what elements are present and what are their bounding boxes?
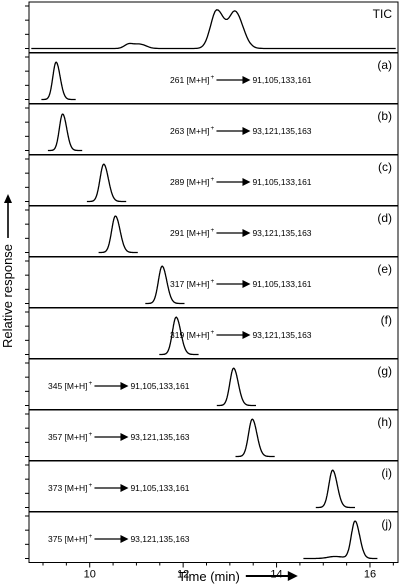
product-ions-label: 91,105,133,161 bbox=[130, 381, 189, 391]
arrow-icon bbox=[242, 178, 251, 186]
x-tick-label: 12 bbox=[177, 569, 189, 581]
precursor-label: 291 [M+H] bbox=[170, 228, 209, 238]
panel: (c) 289 [M+H] +91,105,133,161 bbox=[25, 154, 399, 206]
panel: (e) 317 [M+H] +91,105,133,161 bbox=[25, 256, 399, 308]
product-ions-label: 93,121,135,163 bbox=[252, 228, 311, 238]
transition-annotation: 289 [M+H] +91,105,133,161 bbox=[170, 176, 312, 187]
charge-label: + bbox=[210, 125, 214, 132]
charge-label: + bbox=[88, 431, 92, 438]
panel-tag: (g) bbox=[377, 364, 392, 378]
arrow-icon bbox=[120, 535, 129, 543]
chromatogram-trace bbox=[216, 367, 256, 407]
chromatogram-trace bbox=[98, 215, 138, 254]
panel-tag: (a) bbox=[377, 58, 392, 72]
product-ions-label: 93,121,135,163 bbox=[252, 330, 311, 340]
chromatogram-trace bbox=[31, 9, 396, 50]
arrow-icon bbox=[242, 331, 251, 339]
panel: TIC bbox=[25, 1, 399, 53]
panel: (d) 291 [M+H] +93,121,135,163 bbox=[25, 205, 399, 257]
chromatogram-trace bbox=[159, 316, 199, 356]
y-arrow-icon bbox=[4, 193, 12, 203]
arrow-icon bbox=[120, 382, 129, 390]
product-ions-label: 91,105,133,161 bbox=[130, 483, 189, 493]
transition-annotation: 357 [M+H] +93,121,135,163 bbox=[48, 431, 190, 442]
charge-label: + bbox=[210, 329, 214, 336]
panel-tag: TIC bbox=[373, 7, 393, 21]
transition-annotation: 263 [M+H] +93,121,135,163 bbox=[170, 125, 312, 136]
arrow-icon bbox=[242, 76, 251, 84]
transition-annotation: 373 [M+H] +91,105,133,161 bbox=[48, 482, 190, 493]
panel: (h) 357 [M+H] +93,121,135,163 bbox=[25, 409, 399, 461]
precursor-label: 375 [M+H] bbox=[48, 534, 87, 544]
arrow-icon bbox=[242, 229, 251, 237]
precursor-label: 357 [M+H] bbox=[48, 432, 87, 442]
chromatogram-panels: TIC(a)261 [M+H] +91,105,133,161(b)263 [M+… bbox=[25, 1, 399, 563]
chromatogram-trace bbox=[315, 469, 355, 509]
chromatogram-trace bbox=[41, 61, 76, 101]
transition-annotation: 317 [M+H] +91,105,133,161 bbox=[170, 278, 312, 289]
panel-tag: (i) bbox=[381, 466, 392, 480]
charge-label: + bbox=[88, 380, 92, 387]
product-ions-label: 91,105,133,161 bbox=[252, 177, 311, 187]
panel-frame bbox=[28, 1, 399, 53]
x-axis-label-group: Time (min) bbox=[178, 569, 298, 584]
panel: (a) 261 [M+H] +91,105,133,161 bbox=[25, 52, 399, 104]
arrow-icon bbox=[120, 433, 129, 441]
y-axis: Relative response bbox=[0, 193, 15, 348]
panel: (j) 375 [M+H] +93,121,135,163 bbox=[25, 511, 399, 563]
charge-label: + bbox=[210, 74, 214, 81]
chromatogram-trace bbox=[303, 520, 378, 560]
precursor-label: 289 [M+H] bbox=[170, 177, 209, 187]
charge-label: + bbox=[88, 533, 92, 540]
x-arrow-icon bbox=[287, 571, 298, 581]
panel-frame bbox=[28, 511, 399, 563]
charge-label: + bbox=[88, 482, 92, 489]
transition-annotation: 291 [M+H] +93,121,135,163 bbox=[170, 227, 312, 238]
product-ions-label: 91,105,133,161 bbox=[252, 75, 311, 85]
chromatogram-trace bbox=[86, 163, 127, 203]
transition-annotation: 261 [M+H] +91,105,133,161 bbox=[170, 74, 312, 85]
charge-label: + bbox=[210, 278, 214, 285]
precursor-label: 261 [M+H] bbox=[170, 75, 209, 85]
precursor-label: 373 [M+H] bbox=[48, 483, 87, 493]
product-ions-label: 91,105,133,161 bbox=[252, 279, 311, 289]
precursor-label: 345 [M+H] bbox=[48, 381, 87, 391]
chromatogram-trace bbox=[47, 113, 83, 152]
transition-annotation: 375 [M+H] +93,121,135,163 bbox=[48, 533, 190, 544]
arrow-icon bbox=[120, 484, 129, 492]
panel-tag: (c) bbox=[378, 160, 392, 174]
panel-tag: (e) bbox=[377, 262, 392, 276]
y-axis-label: Relative response bbox=[0, 244, 15, 348]
panel-tag: (f) bbox=[381, 313, 392, 327]
transition-annotation: 345 [M+H] +91,105,133,161 bbox=[48, 380, 190, 391]
panel-tag: (j) bbox=[381, 517, 392, 531]
charge-label: + bbox=[210, 227, 214, 234]
panel: (g) 345 [M+H] +91,105,133,161 bbox=[25, 358, 399, 410]
panel: (b) 263 [M+H] +93,121,135,163 bbox=[25, 103, 399, 155]
chromatogram-trace bbox=[145, 265, 185, 305]
product-ions-label: 93,121,135,163 bbox=[252, 126, 311, 136]
arrow-icon bbox=[242, 280, 251, 288]
charge-label: + bbox=[210, 176, 214, 183]
product-ions-label: 93,121,135,163 bbox=[130, 534, 189, 544]
x-tick-label: 10 bbox=[84, 569, 96, 581]
arrow-icon bbox=[242, 127, 251, 135]
panel-tag: (b) bbox=[377, 109, 392, 123]
x-axis-label: Time (min) bbox=[178, 569, 240, 584]
x-tick-label: 16 bbox=[364, 569, 376, 581]
precursor-label: 317 [M+H] bbox=[170, 279, 209, 289]
precursor-label: 319 [M+H] bbox=[170, 330, 209, 340]
panel-tag: (d) bbox=[377, 211, 392, 225]
chromatogram-trace bbox=[235, 418, 275, 458]
x-tick-label: 14 bbox=[270, 569, 282, 581]
x-axis: 10 12 14 16 bbox=[42, 562, 394, 581]
transition-annotation: 319 [M+H] +93,121,135,163 bbox=[170, 329, 312, 340]
product-ions-label: 93,121,135,163 bbox=[130, 432, 189, 442]
panel: (f) 319 [M+H] +93,121,135,163 bbox=[25, 307, 399, 359]
precursor-label: 263 [M+H] bbox=[170, 126, 209, 136]
panel: (i) 373 [M+H] +91,105,133,161 bbox=[25, 460, 399, 512]
panel-tag: (h) bbox=[377, 415, 392, 429]
